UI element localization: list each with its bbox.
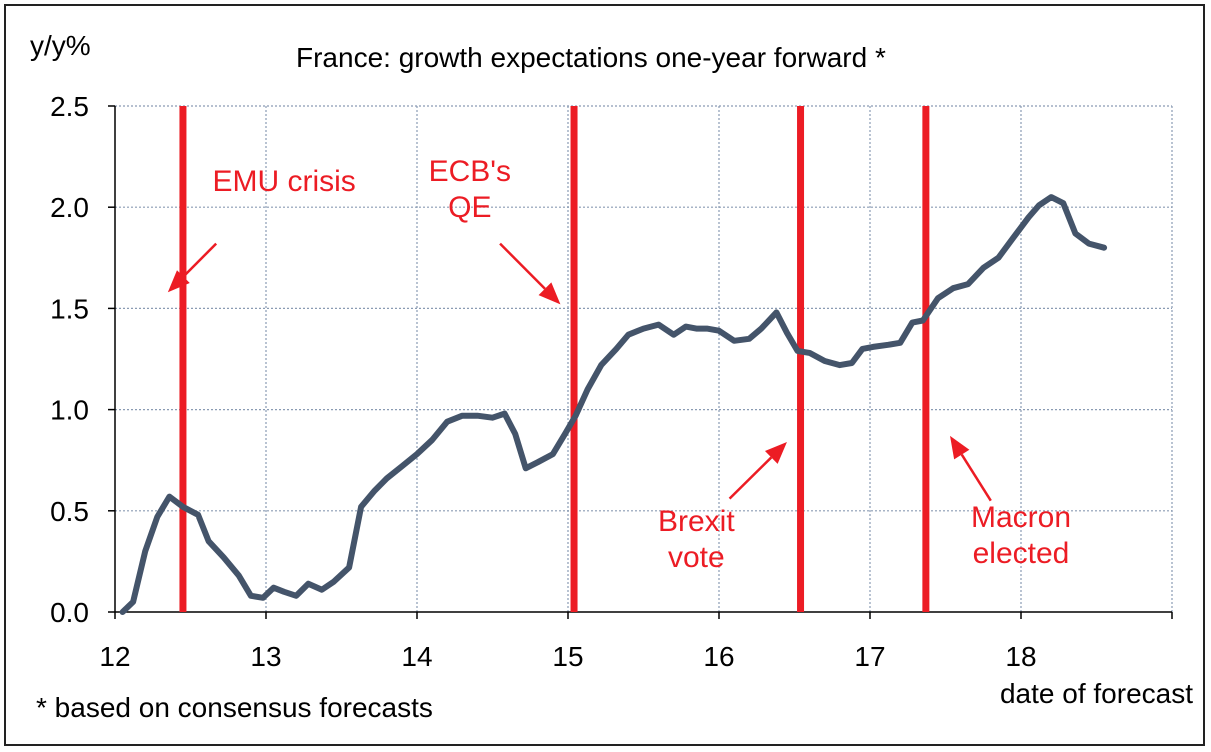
- annotation-label: Brexit: [658, 505, 735, 538]
- x-tick-label: 13: [250, 641, 281, 672]
- chart-frame: [4, 4, 1205, 746]
- y-tick-label: 1.5: [50, 293, 89, 324]
- x-axis-label: date of forecast: [999, 678, 1193, 709]
- x-tick-label: 17: [854, 641, 885, 672]
- x-tick-label: 16: [703, 641, 734, 672]
- x-tick-label: 14: [401, 641, 432, 672]
- y-tick-label: 1.0: [50, 395, 89, 426]
- annotation-arrowhead: [950, 435, 970, 460]
- annotation-arrowhead: [167, 270, 190, 293]
- annotation-arrow: [960, 453, 992, 502]
- annotation-arrow: [182, 242, 218, 278]
- annotation-arrowhead: [764, 441, 787, 464]
- plot-area: [115, 106, 1172, 612]
- x-tick-label: 15: [552, 641, 583, 672]
- y-tick-label: 0.5: [50, 496, 89, 527]
- annotation-label: elected: [973, 537, 1070, 570]
- chart-title: France: growth expectations one-year for…: [296, 42, 886, 73]
- x-tick-label: 18: [1005, 641, 1036, 672]
- annotation-label: ECB's: [429, 155, 511, 188]
- y-tick-label: 2.0: [50, 192, 89, 223]
- footnote: * based on consensus forecasts: [36, 692, 433, 723]
- y-tick-label: 2.5: [50, 91, 89, 122]
- annotation-arrow: [728, 456, 773, 500]
- series-line: [119, 194, 1108, 615]
- annotation-arrow: [499, 242, 546, 290]
- annotation-label: Macron: [971, 501, 1071, 534]
- annotation-arrowhead: [538, 282, 561, 305]
- x-tick-label: 12: [99, 641, 130, 672]
- annotation-label: EMU crisis: [212, 165, 355, 198]
- y-axis-label: y/y%: [30, 30, 91, 61]
- annotation-label: vote: [668, 541, 725, 574]
- annotation-label: QE: [448, 191, 491, 224]
- y-tick-label: 0.0: [50, 597, 89, 628]
